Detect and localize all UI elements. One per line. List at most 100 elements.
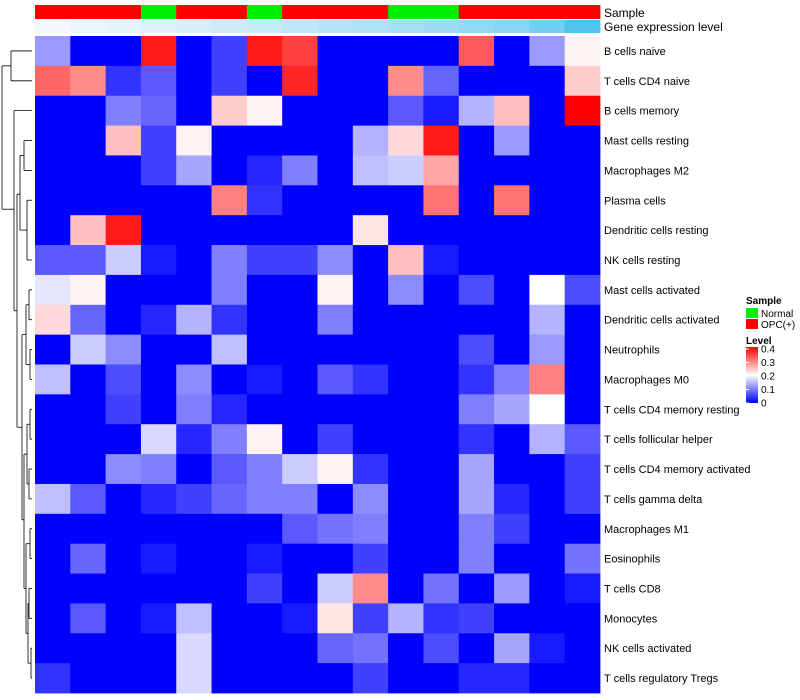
heatmap-cell	[317, 633, 354, 664]
heatmap-cell	[35, 304, 71, 336]
heatmap-cell	[246, 125, 283, 156]
heatmap-cell	[529, 274, 566, 306]
level-annotation-cell	[176, 20, 212, 33]
heatmap-cell	[564, 663, 601, 694]
heatmap-cell	[494, 394, 530, 425]
sample-annotation-cell	[282, 5, 318, 19]
heatmap-cell	[282, 334, 318, 365]
heatmap-cell	[105, 185, 142, 216]
heatmap-cell	[176, 663, 212, 694]
heatmap-cell	[282, 424, 318, 455]
heatmap-cell	[176, 304, 212, 336]
heatmap-cell	[494, 155, 530, 186]
heatmap-cell	[352, 573, 389, 604]
heatmap-cell	[105, 364, 142, 395]
row-label: Neutrophils	[604, 345, 660, 357]
heatmap-cell	[458, 573, 495, 604]
heatmap-cell	[35, 483, 71, 515]
heatmap-cell	[282, 483, 318, 515]
heatmap-cell	[246, 573, 283, 604]
heatmap-cell	[494, 185, 530, 216]
heatmap-cell	[317, 663, 354, 694]
heatmap-cell	[282, 65, 318, 97]
heatmap-cell	[529, 65, 566, 97]
heatmap-cell	[282, 633, 318, 664]
heatmap-cell	[352, 185, 389, 216]
heatmap-cell	[423, 65, 460, 97]
heatmap-cell	[388, 185, 424, 216]
heatmap-cell	[388, 334, 424, 365]
heatmap-cell	[458, 245, 495, 276]
sample-annotation-cell	[529, 5, 566, 19]
heatmap-cell	[140, 185, 177, 216]
heatmap-cell	[423, 95, 460, 126]
heatmap-cell	[176, 215, 212, 246]
heatmap-cell	[352, 304, 389, 336]
heatmap-cell	[317, 185, 354, 216]
heatmap-cell	[140, 65, 177, 97]
heatmap-cell	[458, 424, 495, 455]
heatmap-cell	[282, 215, 318, 246]
heatmap-cell	[529, 304, 566, 336]
heatmap-cell	[458, 543, 495, 574]
heatmap-cell	[564, 334, 601, 365]
heatmap-cell	[105, 513, 142, 545]
heatmap-cell	[246, 364, 283, 395]
heatmap-cell	[70, 95, 107, 126]
heatmap-cell	[529, 364, 566, 395]
heatmap-cell	[35, 36, 71, 67]
heatmap-cell	[35, 543, 71, 574]
heatmap-cell	[211, 483, 248, 515]
heatmap-cell	[211, 633, 248, 664]
heatmap-cell	[352, 95, 389, 126]
row-label: T cells gamma delta	[604, 494, 703, 506]
heatmap-cell	[352, 125, 389, 156]
heatmap-cell	[211, 36, 248, 67]
heatmap-cell	[140, 543, 177, 574]
heatmap-cell	[282, 573, 318, 604]
heatmap-cell	[35, 603, 71, 634]
heatmap-cell	[105, 543, 142, 574]
level-annotation-cell	[70, 20, 107, 33]
heatmap-cell	[140, 513, 177, 545]
heatmap-cell	[423, 245, 460, 276]
heatmap-cell	[246, 36, 283, 67]
heatmap-cell	[423, 394, 460, 425]
heatmap-cell	[564, 633, 601, 664]
heatmap-cell	[246, 334, 283, 365]
sample-annotation-cell	[246, 5, 283, 19]
heatmap-cell	[494, 245, 530, 276]
heatmap-cell	[246, 513, 283, 545]
heatmap-cell	[423, 36, 460, 67]
heatmap-cell	[458, 65, 495, 97]
row-dendrogram	[1, 50, 32, 679]
heatmap-cell	[388, 245, 424, 276]
heatmap-cell	[176, 155, 212, 186]
heatmap-cell	[211, 65, 248, 97]
heatmap-cell	[246, 454, 283, 485]
heatmap-cell	[105, 274, 142, 306]
expression-level-annotation-bar	[35, 20, 601, 33]
heatmap-cell	[564, 543, 601, 574]
row-label: Dendritic cells activated	[604, 315, 720, 327]
heatmap-cell	[105, 304, 142, 336]
heatmap-cell	[352, 364, 389, 395]
sample-annotation-cell	[140, 5, 177, 19]
heatmap-cell	[529, 185, 566, 216]
heatmap-cell	[529, 394, 566, 425]
heatmap-cell	[352, 513, 389, 545]
heatmap-cell	[352, 424, 389, 455]
legend: Sample Normal OPC(+) Level 0.4 0.3 0.2 0.1 0	[746, 296, 795, 410]
heatmap-cell	[70, 274, 107, 306]
sample-annotation-bar	[35, 5, 601, 19]
heatmap-cell	[352, 483, 389, 515]
heatmap-cell	[494, 334, 530, 365]
legend-level-colorbar	[746, 347, 758, 403]
heatmap-cell	[176, 394, 212, 425]
heatmap-cell	[388, 36, 424, 67]
level-annotation-cell	[564, 20, 601, 33]
heatmap-cell	[282, 513, 318, 545]
legend-normal-label: Normal	[761, 309, 793, 320]
heatmap-cell	[388, 513, 424, 545]
